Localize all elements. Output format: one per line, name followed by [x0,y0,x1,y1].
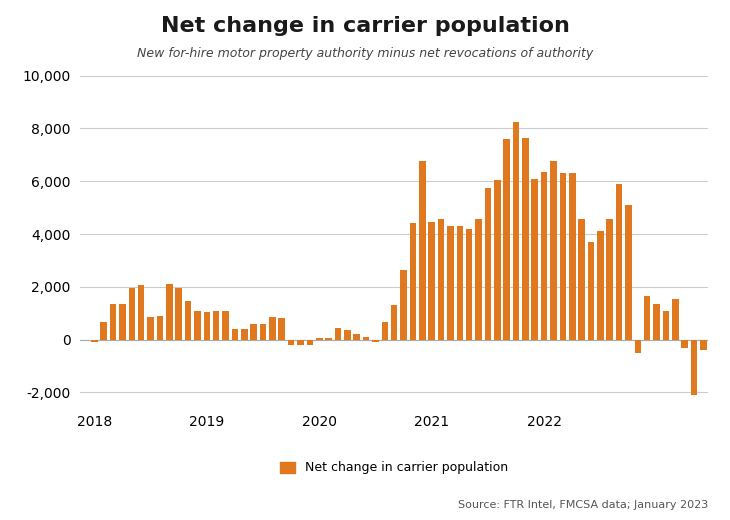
Bar [691,340,697,395]
Bar [147,317,154,340]
Bar [634,340,641,353]
Text: New for-hire motor property authority minus net revocations of authority: New for-hire motor property authority mi… [137,47,593,60]
Bar [260,324,266,340]
Bar [204,312,210,340]
Bar [700,340,707,350]
Bar [429,222,435,340]
Bar [119,304,126,340]
Bar [569,173,575,340]
Bar [382,322,388,340]
Bar [653,304,660,340]
Bar [278,318,285,340]
Bar [644,296,650,340]
Bar [419,161,426,340]
Bar [607,219,613,340]
Text: Source: FTR Intel, FMCSA data; January 2023: Source: FTR Intel, FMCSA data; January 2… [458,500,708,510]
Bar [166,284,172,340]
Bar [157,316,164,340]
Bar [504,139,510,340]
Bar [213,310,220,340]
Bar [391,305,397,340]
Bar [531,178,538,340]
Bar [110,304,116,340]
Bar [344,330,350,340]
Bar [522,138,529,340]
Bar [466,229,472,340]
Legend: Net change in carrier population: Net change in carrier population [275,457,513,479]
Bar [475,219,482,340]
Bar [307,340,313,345]
Bar [616,184,623,340]
Bar [541,172,548,340]
Bar [128,288,135,340]
Bar [269,317,276,340]
Bar [372,340,379,342]
Bar [297,340,304,345]
Bar [326,339,332,340]
Bar [91,340,98,342]
Bar [231,329,238,340]
Bar [241,329,247,340]
Bar [560,173,566,340]
Bar [185,301,191,340]
Bar [101,322,107,340]
Bar [485,188,491,340]
Bar [250,324,257,340]
Bar [410,224,416,340]
Bar [194,310,201,340]
Bar [334,328,341,340]
Bar [353,334,360,340]
Bar [456,226,463,340]
Bar [400,270,407,340]
Bar [138,285,145,340]
Bar [588,242,594,340]
Bar [222,310,228,340]
Bar [625,205,631,340]
Text: Net change in carrier population: Net change in carrier population [161,16,569,35]
Bar [512,122,519,340]
Bar [550,161,557,340]
Bar [672,298,679,340]
Bar [175,288,182,340]
Bar [363,337,369,340]
Bar [663,310,669,340]
Bar [597,231,604,340]
Bar [681,340,688,347]
Bar [494,180,501,340]
Bar [288,340,294,345]
Bar [447,226,454,340]
Bar [438,219,445,340]
Bar [316,339,323,340]
Bar [578,219,585,340]
